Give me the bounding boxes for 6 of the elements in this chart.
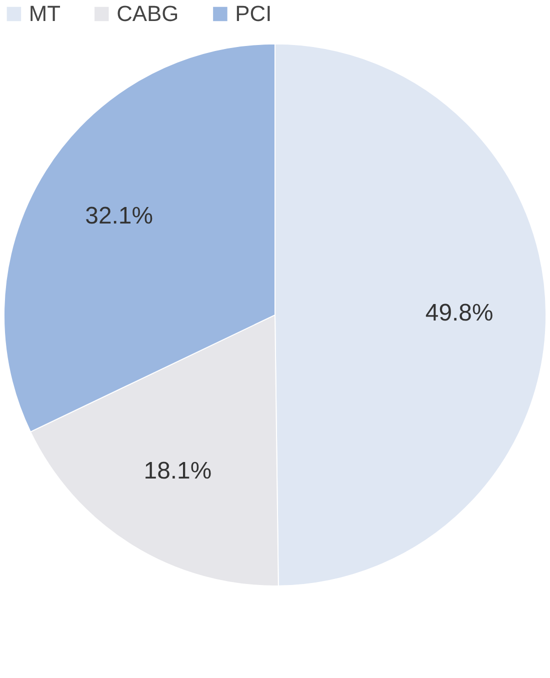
- data-label: 49.8%: [425, 300, 494, 327]
- legend-label: MT: [28, 1, 61, 26]
- data-label: 32.1%: [85, 202, 153, 230]
- legend-label: CABG: [116, 1, 179, 26]
- data-label: 18.1%: [144, 457, 212, 484]
- legend-label: PCI: [235, 1, 272, 26]
